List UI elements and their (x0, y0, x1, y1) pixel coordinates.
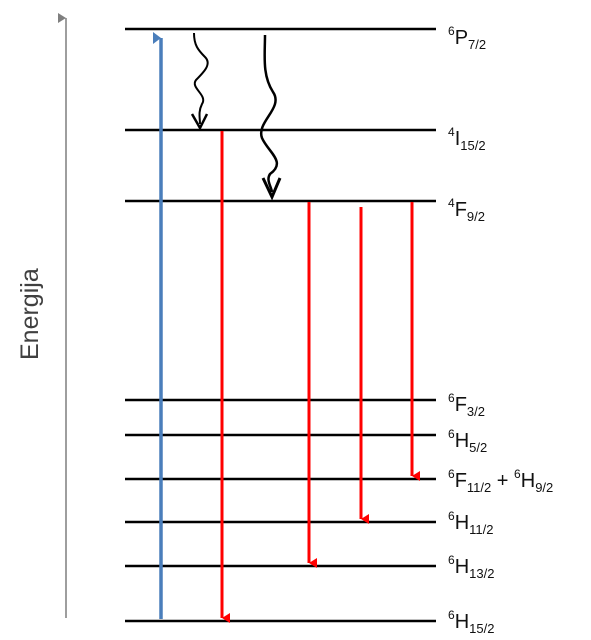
nonradiative-arrow-to-4I15-2 (193, 32, 209, 125)
level-label-6H11-2: 6H11/2 (448, 509, 494, 537)
nonradiative-arrowhead-4I15-2 (190, 113, 209, 131)
energy-axis-label: Energija (16, 268, 44, 360)
level-label-6F11-2-6H9-2: 6F11/2 + 6H9/2 (448, 467, 554, 495)
energy-levels (125, 27, 436, 623)
level-label-6P7-2: 6P7/2 (448, 24, 487, 52)
nonradiative-arrow-to-4F9-2 (259, 34, 279, 193)
nonradiative-arrowhead-4F9-2 (261, 177, 282, 201)
level-label-6H13-2: 6H13/2 (448, 553, 495, 581)
level-label-4I15-2: 4I15/2 (448, 125, 486, 153)
level-label-6H15-2: 6H15/2 (448, 608, 495, 636)
level-label-6F3-2: 6F3/2 (448, 391, 485, 419)
level-label-4F9-2: 4F9/2 (448, 196, 485, 224)
level-label-6H5-2: 6H5/2 (448, 427, 488, 455)
